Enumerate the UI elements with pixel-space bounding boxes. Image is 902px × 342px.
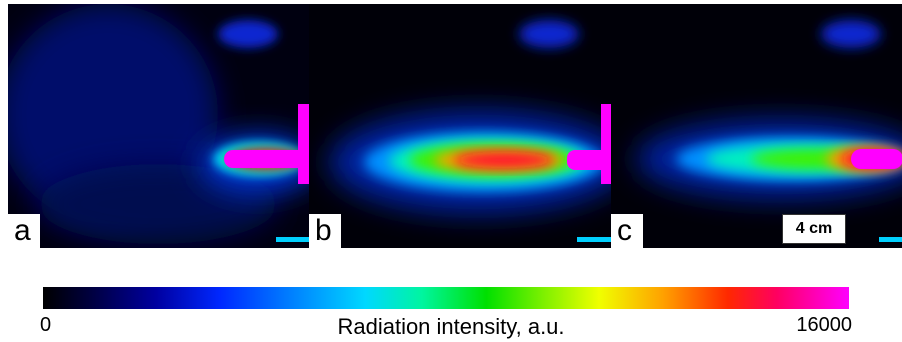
- radiation-image-c: [611, 4, 902, 248]
- radiation-image-a: [8, 4, 309, 248]
- panel-label-a: a: [8, 214, 40, 248]
- colorbar-min-label: 0: [40, 314, 52, 336]
- image-panel-b: b: [309, 4, 611, 248]
- panel-label-c: c: [611, 214, 643, 248]
- colorbar-title: Radiation intensity, a.u.: [337, 314, 565, 339]
- colorbar-max-label: 16000: [796, 314, 852, 336]
- scale-bar-label: 4 cm: [782, 214, 846, 244]
- colorbar-gradient: [43, 287, 849, 309]
- image-panel-c: c 4 cm: [611, 4, 902, 248]
- radiation-image-b: [309, 4, 611, 248]
- image-panel-a: a: [8, 4, 309, 248]
- panel-label-b: b: [309, 214, 341, 248]
